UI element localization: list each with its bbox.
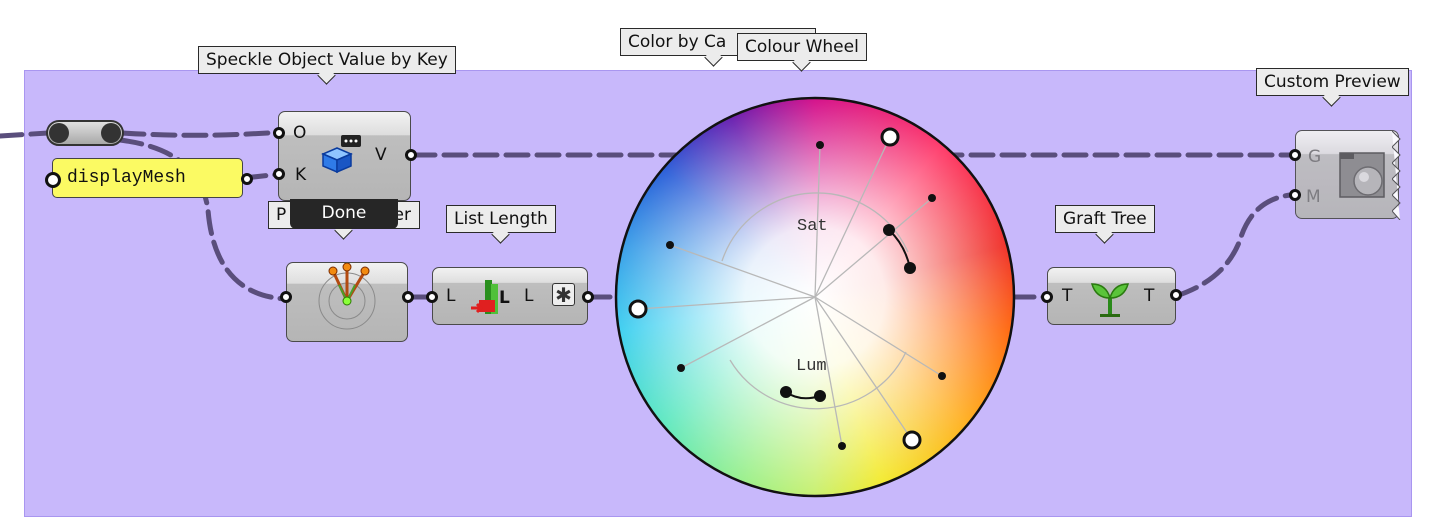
list-length-bars-icon — [471, 280, 498, 314]
tooltip-colour-wheel: Colour Wheel — [737, 33, 867, 72]
tooltip-list-length: List Length — [446, 205, 556, 244]
list-length-output-label: L — [524, 286, 534, 306]
colour-wheel-markers — [666, 141, 946, 450]
colour-wheel-border — [614, 96, 1016, 498]
relay-node[interactable] — [46, 120, 124, 146]
output-v-label: V — [375, 145, 387, 165]
panel-output-grip[interactable] — [241, 173, 253, 185]
tooltip-colour-wheel-text: Colour Wheel — [745, 37, 859, 57]
graft-tree-output-label: T — [1144, 286, 1155, 306]
param-viewer-component[interactable] — [286, 262, 408, 342]
panel-text: displayMesh — [67, 168, 186, 188]
tooltip-speckle: Speckle Object Value by Key — [198, 46, 456, 85]
speckle-input-o-grip[interactable] — [273, 127, 285, 139]
preview-zigzag-edge — [1392, 131, 1401, 220]
list-length-icon-letter: L — [499, 288, 510, 308]
speckle-cube-icon — [321, 135, 361, 174]
tooltip-speckle-text: Speckle Object Value by Key — [206, 50, 448, 70]
relay-right-cap — [101, 123, 121, 143]
status-done-badge: Done — [290, 199, 398, 229]
colour-wheel-guides — [637, 136, 943, 447]
graft-tree-component[interactable]: T T — [1047, 267, 1176, 325]
status-done-text: Done — [321, 203, 367, 223]
list-length-input-grip[interactable] — [426, 291, 438, 303]
list-length-output-grip[interactable] — [582, 291, 594, 303]
graft-tree-output-grip[interactable] — [1170, 289, 1182, 301]
custom-preview-input-m-label: M — [1306, 187, 1321, 207]
speckle-output-v-grip[interactable] — [405, 149, 417, 161]
colour-wheel-input-grip[interactable] — [628, 299, 648, 319]
custom-preview-component[interactable]: G M — [1295, 130, 1401, 220]
speckle-object-value-by-key-component[interactable]: O K V — [278, 111, 411, 201]
tooltip-list-length-text: List Length — [454, 209, 548, 229]
sat-label: Sat — [797, 217, 828, 236]
panel-input-grip[interactable] — [45, 172, 61, 188]
asterisk-icon[interactable]: ✱ — [552, 283, 575, 306]
wire-relay-to-o[interactable] — [0, 129, 285, 139]
graft-tree-input-grip[interactable] — [1041, 291, 1053, 303]
sprout-icon — [1091, 283, 1129, 317]
input-o-label: O — [293, 123, 307, 143]
custom-preview-input-m-grip[interactable] — [1289, 189, 1301, 201]
tooltip-color-by-category-text: Color by Ca — [628, 32, 727, 52]
tooltip-custom-preview-text: Custom Preview — [1264, 72, 1401, 92]
tooltip-graft-tree: Graft Tree — [1055, 205, 1155, 244]
custom-preview-input-g-grip[interactable] — [1289, 149, 1301, 161]
relay-left-cap — [49, 123, 69, 143]
param-viewer-output-grip[interactable] — [402, 291, 414, 303]
input-k-label: K — [295, 165, 307, 185]
graft-tree-input-label: T — [1062, 286, 1073, 306]
hue-handle-end[interactable] — [902, 430, 922, 450]
tooltip-custom-preview: Custom Preview — [1256, 68, 1409, 107]
tooltip-graft-tree-text: Graft Tree — [1063, 209, 1147, 229]
param-viewer-input-grip[interactable] — [280, 291, 292, 303]
param-viewer-tree-icon — [318, 263, 376, 330]
speckle-input-k-grip[interactable] — [273, 168, 285, 180]
wire-graft-to-preview[interactable] — [1173, 192, 1293, 299]
wire-relay-to-viewer[interactable] — [117, 137, 289, 302]
list-length-input-label: L — [446, 286, 456, 306]
hue-handle-start[interactable] — [880, 127, 900, 147]
preview-sphere-icon — [1339, 152, 1385, 198]
lum-label: Lum — [796, 357, 827, 376]
tooltip-param-viewer-left: P — [276, 205, 287, 225]
custom-preview-input-g-label: G — [1308, 147, 1322, 167]
